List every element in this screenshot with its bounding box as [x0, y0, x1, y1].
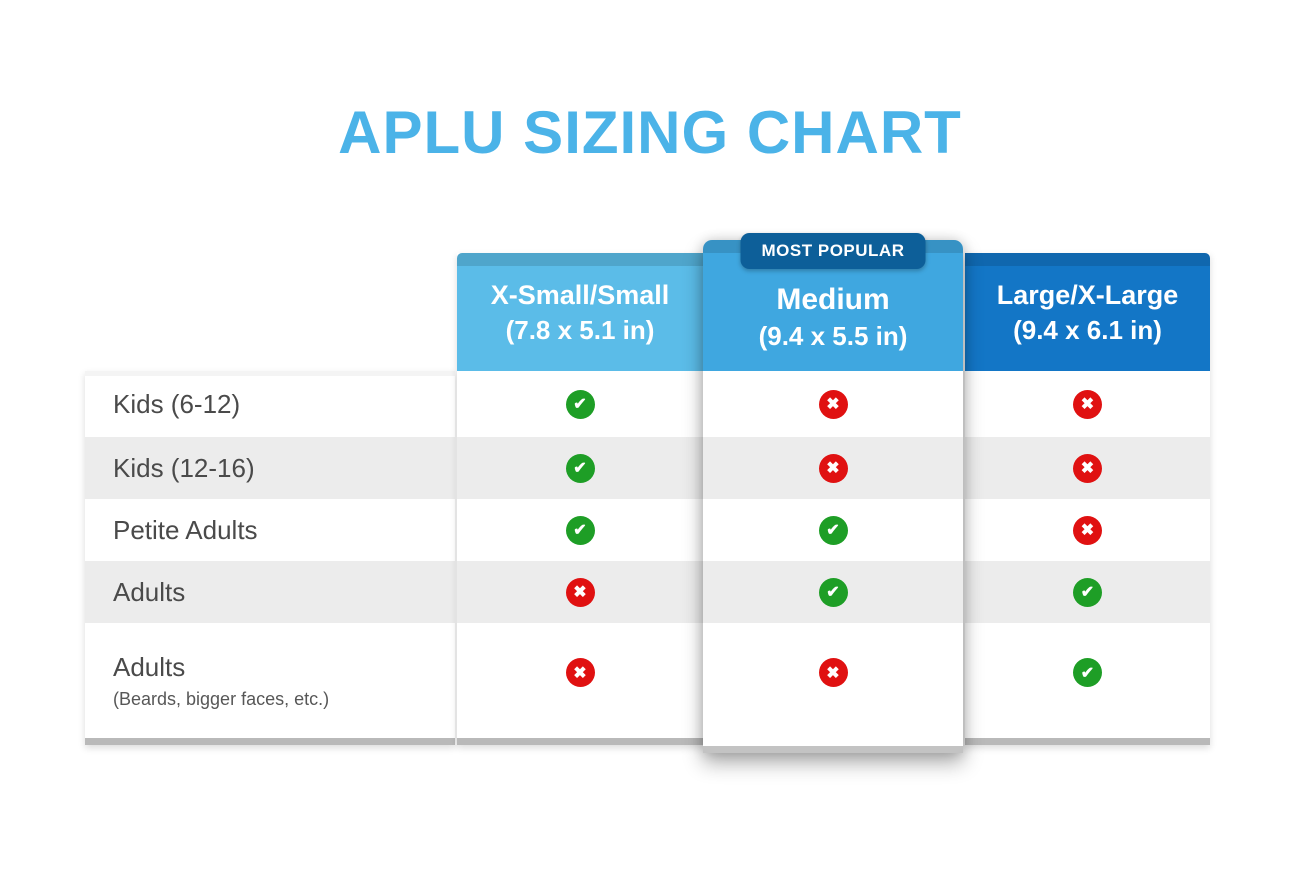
- table-cell: [965, 561, 1210, 623]
- column-title: X-Small/Small: [490, 279, 670, 310]
- table-cell: [703, 371, 963, 437]
- table-cell: [457, 623, 703, 738]
- cross-icon: [565, 658, 595, 687]
- bottom-shadow-bar: [85, 738, 455, 745]
- column-dimensions: (7.8 x 5.1 in): [505, 314, 655, 345]
- sizing-table: Kids (6-12) Kids (12-16) Petite Adults A…: [85, 233, 1210, 820]
- table-cell: [965, 371, 1210, 437]
- column-title: Large/X-Large: [996, 279, 1179, 310]
- cross-icon: [818, 453, 848, 483]
- column-title: Medium: [776, 282, 890, 316]
- table-cell: [965, 623, 1210, 738]
- row-label-text: Petite Adults: [113, 514, 258, 545]
- row-label-kids-6-12: Kids (6-12): [85, 371, 455, 437]
- table-cell: [457, 437, 703, 499]
- row-label-text: Adults: [113, 651, 186, 682]
- row-sublabel-text: (Beards, bigger faces, etc.): [113, 688, 330, 709]
- cross-icon: [1073, 389, 1102, 419]
- table-cell: [703, 499, 963, 561]
- table-cell: [703, 623, 963, 738]
- column-medium: MOST POPULAR Medium (9.4 x 5.5 in): [703, 233, 963, 753]
- check-icon: [818, 515, 848, 545]
- cross-icon: [565, 577, 595, 607]
- row-label-petite-adults: Petite Adults: [85, 499, 455, 561]
- row-labels-column: Kids (6-12) Kids (12-16) Petite Adults A…: [85, 371, 455, 745]
- bottom-shadow-bar: [457, 738, 703, 745]
- table-cell: [457, 499, 703, 561]
- table-cell: [457, 371, 703, 437]
- table-cell: [965, 437, 1210, 499]
- column-xsmall-small: X-Small/Small (7.8 x 5.1 in): [457, 253, 703, 745]
- cross-icon: [818, 389, 848, 419]
- cross-icon: [818, 658, 848, 687]
- column-header-xsmall-small: X-Small/Small (7.8 x 5.1 in): [457, 253, 703, 371]
- check-icon: [565, 453, 595, 483]
- table-cell: [703, 437, 963, 499]
- check-icon: [1073, 658, 1102, 687]
- check-icon: [565, 389, 595, 419]
- check-icon: [818, 577, 848, 607]
- row-label-text: Adults: [113, 576, 186, 607]
- card-bottom-spacer: [703, 738, 963, 746]
- row-label-text: Kids (12-16): [113, 452, 255, 483]
- cross-icon: [1073, 453, 1102, 483]
- row-label-text: Kids (6-12): [113, 388, 241, 419]
- column-header-large-xlarge: Large/X-Large (9.4 x 6.1 in): [965, 253, 1210, 371]
- check-icon: [1073, 577, 1102, 607]
- page-title: APLU SIZING CHART: [338, 99, 962, 166]
- table-cell: [457, 561, 703, 623]
- most-popular-badge: MOST POPULAR: [740, 233, 926, 269]
- bottom-shadow-bar: [703, 746, 963, 753]
- table-cell: [965, 499, 1210, 561]
- row-label-adults-beards: Adults (Beards, bigger faces, etc.): [85, 623, 455, 738]
- table-cell: [703, 561, 963, 623]
- row-label-kids-12-16: Kids (12-16): [85, 437, 455, 499]
- bottom-shadow-bar: [965, 738, 1210, 745]
- column-dimensions: (9.4 x 6.1 in): [1013, 314, 1162, 345]
- column-large-xlarge: Large/X-Large (9.4 x 6.1 in): [965, 253, 1210, 745]
- column-dimensions: (9.4 x 5.5 in): [758, 320, 908, 351]
- cross-icon: [1073, 515, 1102, 545]
- row-label-adults: Adults: [85, 561, 455, 623]
- check-icon: [565, 515, 595, 545]
